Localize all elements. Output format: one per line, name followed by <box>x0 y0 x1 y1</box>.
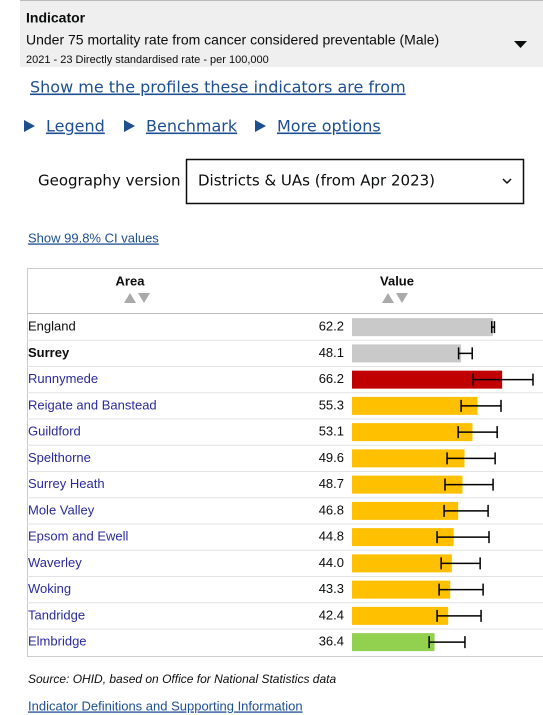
value-bar <box>352 423 473 442</box>
value-bar <box>352 449 465 468</box>
value-label: 36.4 <box>319 634 344 649</box>
value-bar <box>352 318 494 337</box>
sort-arrows[interactable] <box>124 293 150 303</box>
area-name[interactable]: Runnymede <box>28 371 98 386</box>
expand-icon <box>24 120 35 132</box>
area-name[interactable]: Epsom and Ewell <box>28 529 129 544</box>
area-name[interactable]: Guildford <box>28 424 81 439</box>
indicator-heading: Indicator <box>26 10 86 26</box>
geography-select[interactable] <box>185 158 525 205</box>
geography-label: Geography version <box>38 172 181 190</box>
value-bar <box>352 606 449 625</box>
expand-icon <box>255 120 266 132</box>
value-bar <box>352 633 435 652</box>
area-name[interactable]: Mole Valley <box>28 502 95 517</box>
area-name: Surrey <box>28 345 70 360</box>
value-label: 43.3 <box>319 581 344 596</box>
indicator-period: 2021 - 23 Directly standardised rate - p… <box>26 54 269 66</box>
area-name[interactable]: Elmbridge <box>28 634 87 649</box>
value-bar <box>352 554 452 573</box>
value-label: 55.3 <box>319 397 344 412</box>
table-border <box>27 268 543 657</box>
indicator-panel[interactable] <box>20 0 543 67</box>
value-bar <box>352 501 459 520</box>
expand-icon <box>124 120 135 132</box>
definitions-link[interactable]: Indicator Definitions and Supporting Inf… <box>28 698 303 713</box>
area-name[interactable]: Waverley <box>28 555 82 570</box>
value-label: 48.7 <box>319 476 344 491</box>
legend-link[interactable]: Legend <box>46 117 105 136</box>
dropdown-arrow[interactable] <box>514 41 527 48</box>
area-name[interactable]: Woking <box>28 581 71 596</box>
sort-arrows[interactable] <box>382 293 408 303</box>
source-note: Source: OHID, based on Office for Nation… <box>28 672 336 686</box>
value-bar <box>352 528 454 547</box>
value-bar <box>352 580 451 599</box>
ci-toggle-link[interactable]: Show 99.8% CI values <box>28 230 159 245</box>
value-bar <box>352 475 463 494</box>
value-label: 49.6 <box>319 450 344 465</box>
geography-selected: Districts & UAs (from Apr 2023) <box>198 172 435 190</box>
value-label: 44.0 <box>319 555 344 570</box>
area-name: England <box>28 319 76 334</box>
value-bar <box>352 344 462 363</box>
area-name[interactable]: Surrey Heath <box>28 476 105 491</box>
area-name[interactable]: Tandridge <box>28 607 85 622</box>
profiles-link[interactable]: Show me the profiles these indicators ar… <box>30 78 406 97</box>
value-label: 66.2 <box>319 371 344 386</box>
value-bar <box>352 396 478 415</box>
column-header[interactable]: Value <box>380 273 414 288</box>
area-name[interactable]: Reigate and Banstead <box>28 397 157 412</box>
value-bar <box>352 370 503 389</box>
select-chevron <box>502 178 512 185</box>
value-label: 46.8 <box>319 502 344 517</box>
indicator-name: Under 75 mortality rate from cancer cons… <box>26 32 439 48</box>
column-header[interactable]: Area <box>116 273 146 288</box>
value-label: 62.2 <box>319 319 344 334</box>
more-options-link[interactable]: More options <box>277 117 381 136</box>
value-label: 44.8 <box>319 529 344 544</box>
value-label: 53.1 <box>319 424 344 439</box>
value-label: 48.1 <box>319 345 344 360</box>
benchmark-link[interactable]: Benchmark <box>146 117 238 136</box>
area-name[interactable]: Spelthorne <box>28 450 91 465</box>
value-label: 42.4 <box>319 607 344 622</box>
